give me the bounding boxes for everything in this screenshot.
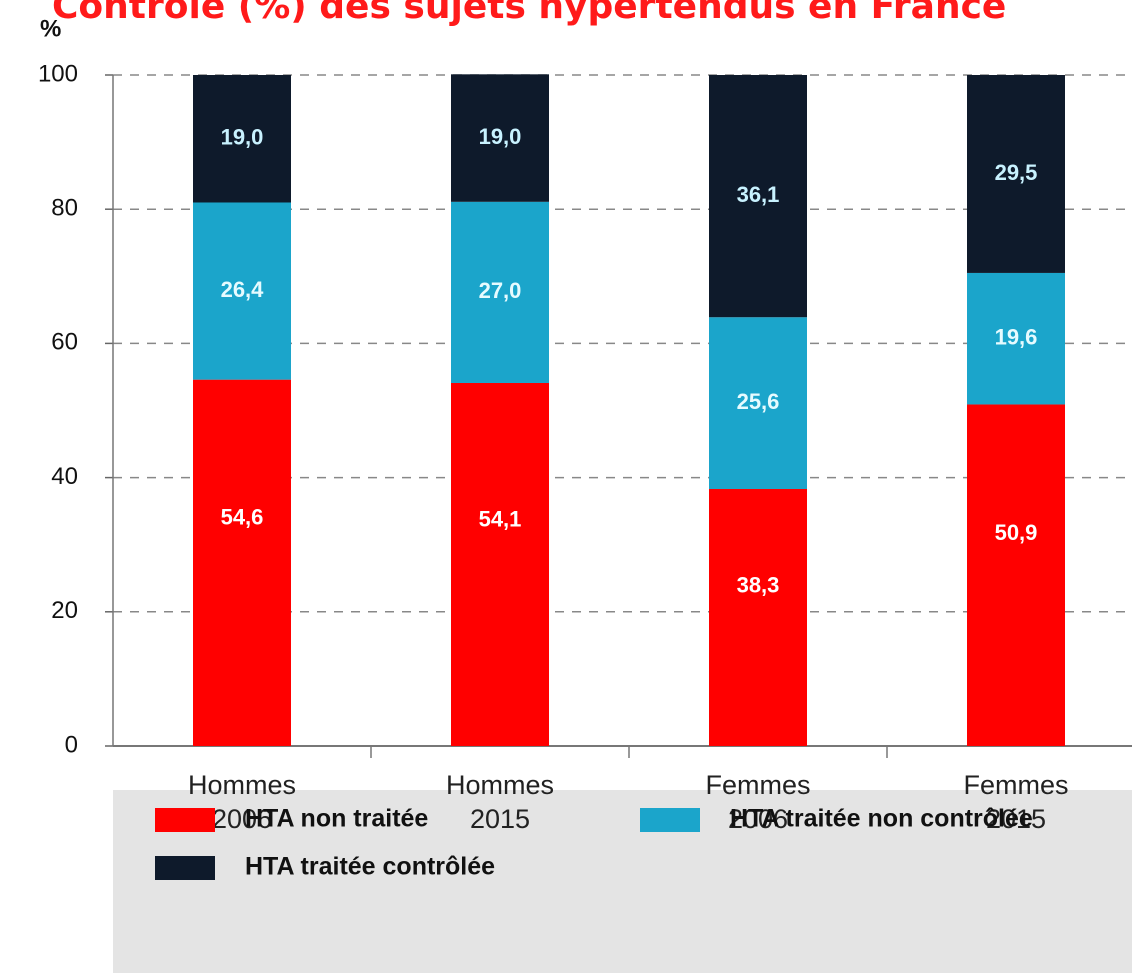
data-label: 36,1 xyxy=(737,182,780,207)
y-tick-label: 40 xyxy=(51,463,78,490)
bar-segment xyxy=(193,202,291,380)
y-tick-label: 80 xyxy=(51,195,78,222)
y-tick-label: 100 xyxy=(38,60,78,87)
bar-segment xyxy=(193,379,291,746)
data-label: 19,6 xyxy=(995,325,1038,350)
data-label: 50,9 xyxy=(995,520,1038,545)
legend-swatch xyxy=(640,808,700,832)
bar-segment xyxy=(451,201,549,383)
y-tick-label: 20 xyxy=(51,597,78,624)
data-label: 27,0 xyxy=(479,278,522,303)
data-label: 19,0 xyxy=(221,125,264,150)
bar-segment xyxy=(967,404,1065,746)
legend-label: HTA non traitée xyxy=(245,805,428,833)
legend-label: HTA traitée non contrôlée xyxy=(730,805,1033,833)
x-tick-label: Hommes 2015 xyxy=(446,770,554,834)
data-label: 29,5 xyxy=(995,160,1038,185)
x-tick-label: Hommes 2006 xyxy=(188,770,296,834)
chart-title: Contrôle (%) des sujets hypertendus en F… xyxy=(52,0,1006,27)
data-label: 38,3 xyxy=(737,572,780,597)
bar-segment xyxy=(451,74,549,202)
bar-segment xyxy=(709,75,807,318)
bar-segment xyxy=(193,75,291,203)
legend-swatch xyxy=(155,856,215,880)
bar-segment xyxy=(709,489,807,746)
data-label: 19,0 xyxy=(479,124,522,149)
bar-segment xyxy=(967,272,1065,405)
bar-segment xyxy=(451,382,549,746)
data-label: 54,1 xyxy=(479,507,522,532)
data-label: 26,4 xyxy=(221,277,265,302)
y-axis-label: % xyxy=(40,15,61,42)
legend-swatch xyxy=(155,808,215,832)
data-label: 25,6 xyxy=(737,389,780,414)
legend-background xyxy=(113,790,1132,973)
x-tick-label: Femmes 2015 xyxy=(963,770,1068,834)
data-label: 54,6 xyxy=(221,505,264,530)
x-tick-label: Femmes 2006 xyxy=(705,770,810,834)
bar-segment xyxy=(709,317,807,490)
y-tick-label: 60 xyxy=(51,329,78,356)
bar-segment xyxy=(967,75,1065,273)
legend-label: HTA traitée contrôlée xyxy=(245,853,495,881)
y-tick-label: 0 xyxy=(65,731,78,758)
